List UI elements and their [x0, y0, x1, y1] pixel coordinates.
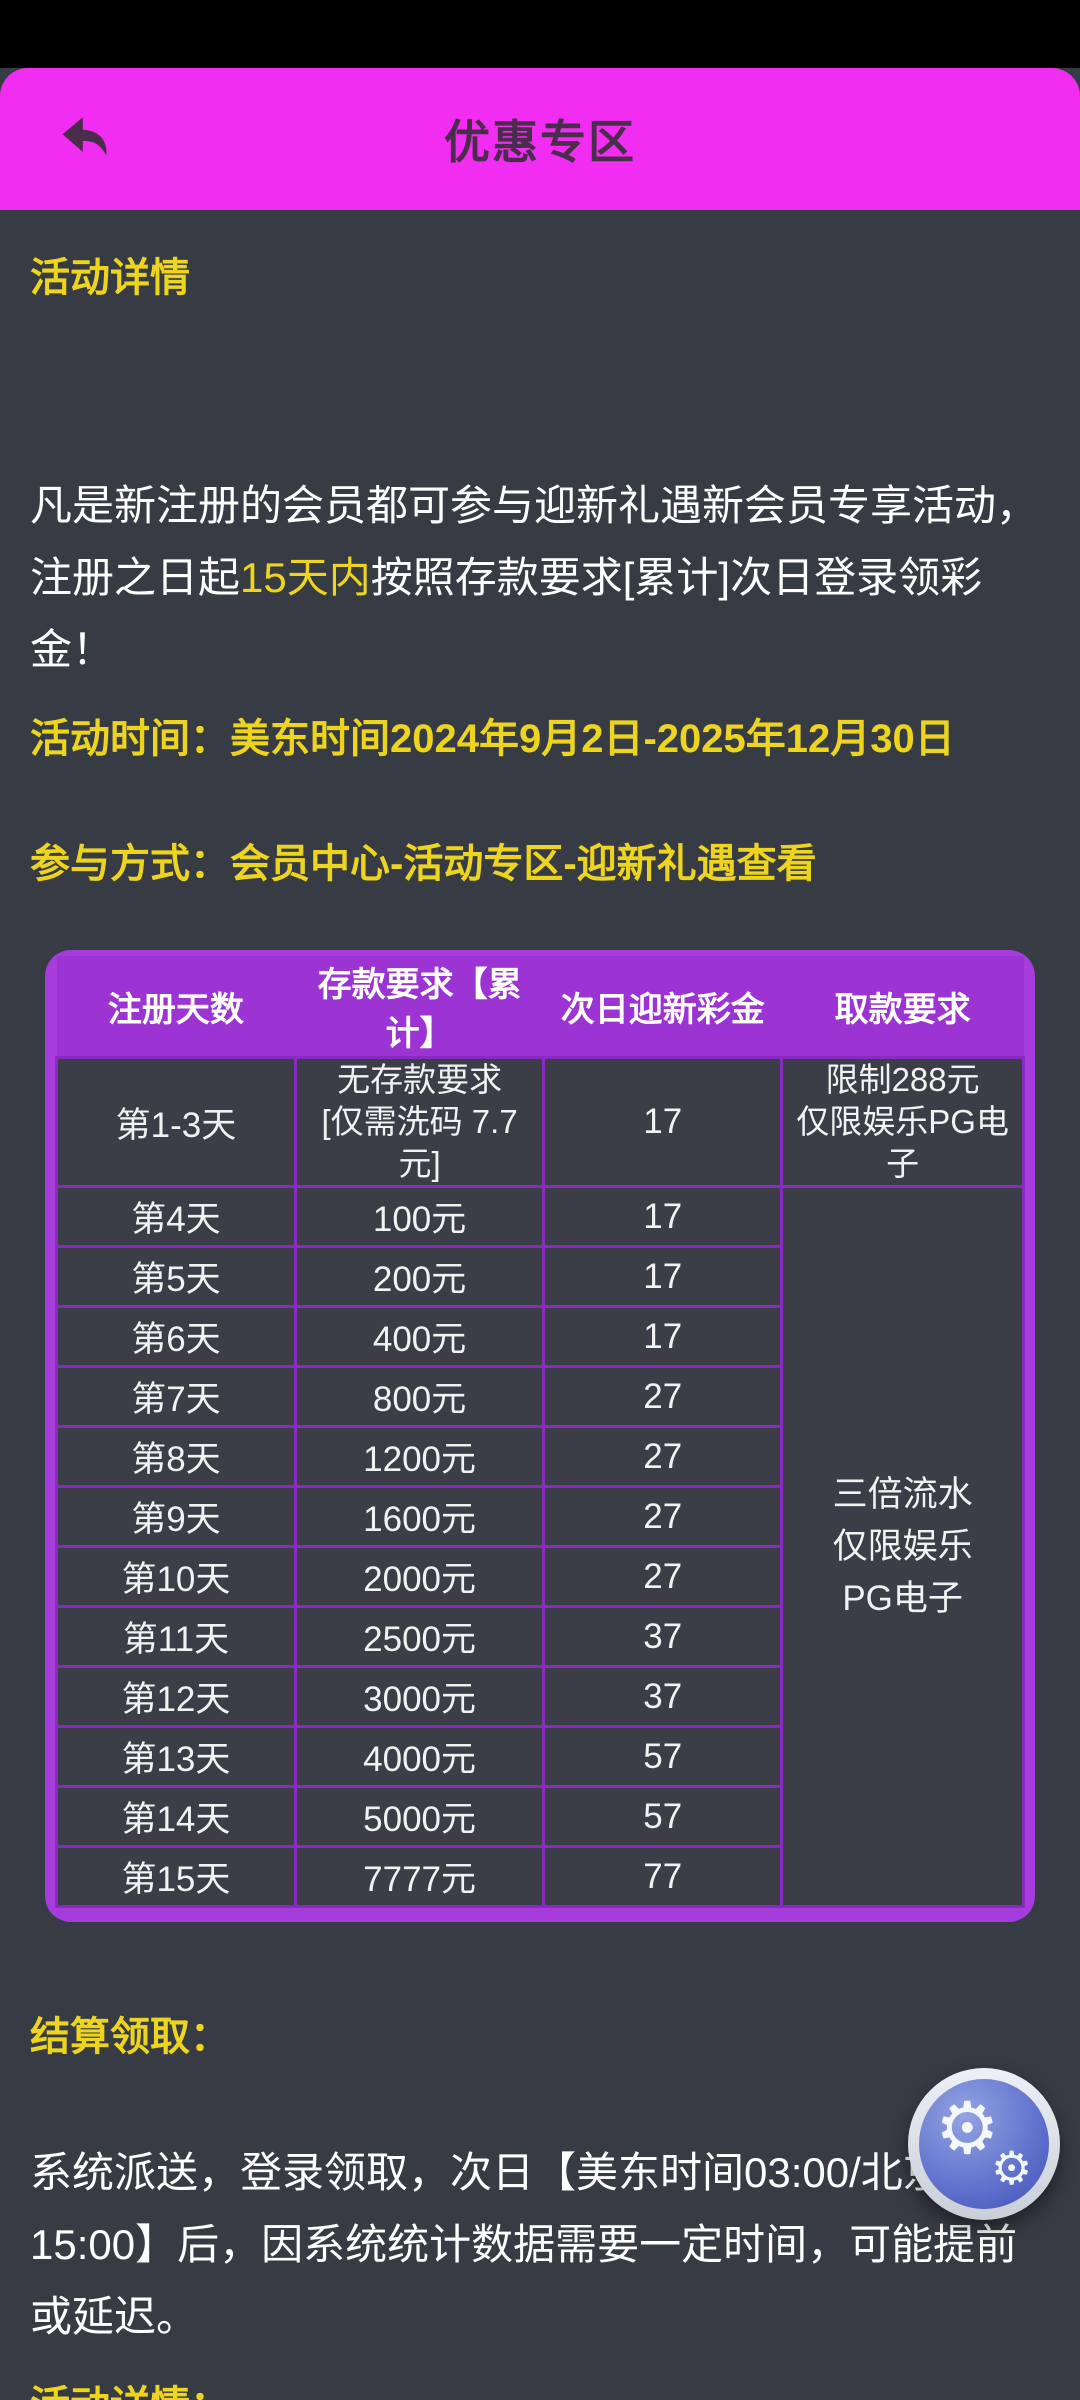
- table-row: 第11天 2500元 37: [55, 1605, 1024, 1668]
- day-cell: 第9天: [55, 1485, 297, 1548]
- participation-line: 参与方式：会员中心-活动专区-迎新礼遇查看: [30, 842, 817, 886]
- promo-content: 活动详情 凡是新注册的会员都可参与迎新礼遇新会员专享活动，注册之日起15天内按照…: [0, 210, 1080, 2400]
- table-row: 第9天 1600元 27: [55, 1485, 1024, 1548]
- bonus-cell: 27: [542, 1365, 784, 1428]
- activity-time-line: 活动时间：美东时间2024年9月2日-2025年12月30日: [30, 717, 955, 761]
- bonus-cell: 57: [542, 1785, 784, 1848]
- back-button[interactable]: [52, 105, 120, 173]
- promo-table-container: 注册天数 存款要求【累计】 次日迎新彩金 取款要求 第1-3天 无存款要求 [仅…: [45, 950, 1035, 1922]
- day-cell: 第13天: [55, 1725, 297, 1788]
- bonus-cell: 77: [542, 1845, 784, 1908]
- bonus-cell: 37: [542, 1665, 784, 1728]
- day-cell: 第11天: [55, 1605, 297, 1668]
- day-cell: 第5天: [55, 1245, 297, 1308]
- day-cell: 第7天: [55, 1365, 297, 1428]
- intro-text-post: 按照存款要求[累计]次日登录领彩金！: [30, 554, 983, 673]
- bonus-cell: 17: [542, 1245, 784, 1308]
- details-heading: 活动详情: [30, 256, 190, 300]
- deposit-cell: 800元: [293, 1365, 546, 1428]
- table-row: 第10天 2000元 27: [55, 1545, 1024, 1608]
- table-row: 第7天 800元 27: [55, 1365, 1024, 1428]
- deposit-cell: 2000元: [293, 1545, 546, 1608]
- day-cell: 第12天: [55, 1665, 297, 1728]
- day-cell: 第4天: [55, 1185, 297, 1248]
- deposit-cell: 1200元: [293, 1425, 546, 1488]
- table-row: 第1-3天 无存款要求 [仅需洗码 7.7元] 17 限制288元 仅限娱乐PG…: [55, 1056, 1025, 1188]
- deposit-cell: 7777元: [293, 1845, 546, 1908]
- deposit-cell: 2500元: [293, 1605, 546, 1668]
- deposit-cell: 4000元: [293, 1725, 546, 1788]
- day-cell: 第14天: [55, 1785, 297, 1848]
- day-cell: 第1-3天: [55, 1056, 297, 1188]
- withdraw-cell: 限制288元 仅限娱乐PG电子: [780, 1056, 1025, 1188]
- day-cell: 第6天: [55, 1305, 297, 1368]
- withdraw-merged-cell: 三倍流水 仅限娱乐 PG电子: [780, 1185, 1025, 1908]
- bonus-cell: 17: [542, 1056, 784, 1188]
- settings-fab-circle: ⚙ ⚙: [919, 2079, 1049, 2209]
- intro-paragraph: 凡是新注册的会员都可参与迎新礼遇新会员专享活动，注册之日起15天内按照存款要求[…: [30, 470, 1050, 686]
- deposit-cell: 5000元: [293, 1785, 546, 1848]
- table-row: 第12天 3000元 37: [55, 1665, 1024, 1728]
- header-withdraw-req: 取款要求: [781, 956, 1024, 1058]
- table-row: 第8天 1200元 27: [55, 1425, 1024, 1488]
- table-row: 第15天 7777元 77: [55, 1845, 1024, 1908]
- header-register-days: 注册天数: [56, 956, 296, 1058]
- footer-details-heading: 活动详情：: [30, 2383, 1050, 2400]
- header-deposit-req: 存款要求【累计】: [295, 956, 544, 1058]
- table-row: 第13天 4000元 57: [55, 1725, 1024, 1788]
- table-row: 第14天 5000元 57: [55, 1785, 1024, 1848]
- deposit-cell: 1600元: [293, 1485, 546, 1548]
- deposit-cell: 3000元: [293, 1665, 546, 1728]
- app-bar: 优惠专区: [0, 68, 1080, 210]
- settlement-heading: 结算领取：: [30, 2015, 230, 2059]
- bonus-cell: 37: [542, 1605, 784, 1668]
- settlement-paragraph: 系统派送，登录领取，次日【美东时间03:00/北京时间15:00】后，因系统统计…: [30, 2149, 1029, 2340]
- bonus-cell: 57: [542, 1725, 784, 1788]
- bonus-cell: 27: [542, 1485, 784, 1548]
- bonus-cell: 17: [542, 1185, 784, 1248]
- day-cell: 第10天: [55, 1545, 297, 1608]
- intro-highlight: 15天内: [240, 554, 371, 601]
- table-row: 第4天 100元 17 三倍流水 仅限娱乐 PG电子: [55, 1185, 1025, 1908]
- back-arrow-icon: [54, 106, 118, 173]
- deposit-cell: 无存款要求 [仅需洗码 7.7元]: [293, 1056, 546, 1188]
- bonus-cell: 17: [542, 1305, 784, 1368]
- status-bar: [0, 0, 1080, 68]
- promo-table: 注册天数 存款要求【累计】 次日迎新彩金 取款要求 第1-3天 无存款要求 [仅…: [55, 956, 1025, 1908]
- table-row: 第6天 400元 17: [55, 1305, 1024, 1368]
- table-header-row: 注册天数 存款要求【累计】 次日迎新彩金 取款要求: [56, 956, 1024, 1058]
- page-title: 优惠专区: [444, 116, 636, 168]
- intro-text-pre: 凡是新注册的会员都可参与迎新礼遇新会员专享活动，注册之日起: [30, 482, 1039, 601]
- header-next-day-bonus: 次日迎新彩金: [543, 956, 782, 1058]
- deposit-cell: 400元: [293, 1305, 546, 1368]
- gear-icon-large: ⚙: [935, 2089, 1000, 2169]
- day-cell: 第8天: [55, 1425, 297, 1488]
- gear-icon-small: ⚙: [991, 2142, 1033, 2194]
- day-cell: 第15天: [55, 1845, 297, 1908]
- settings-fab-button[interactable]: ⚙ ⚙: [908, 2068, 1060, 2220]
- deposit-cell: 200元: [293, 1245, 546, 1308]
- bonus-cell: 27: [542, 1545, 784, 1608]
- deposit-cell: 100元: [293, 1185, 546, 1248]
- table-row: 第5天 200元 17: [55, 1245, 1024, 1308]
- bonus-cell: 27: [542, 1425, 784, 1488]
